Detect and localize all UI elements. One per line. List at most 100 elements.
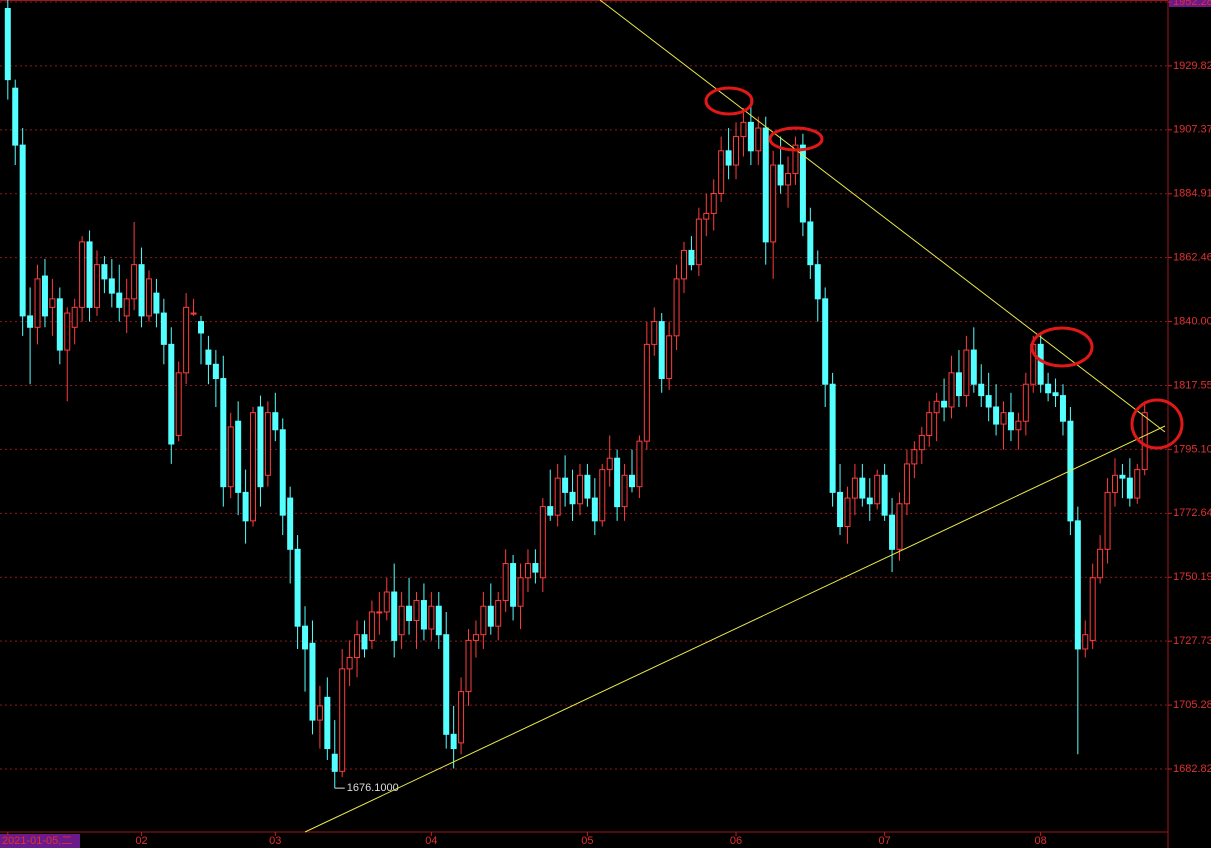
candle-body xyxy=(294,548,301,627)
candle-body xyxy=(502,563,509,602)
candle-body xyxy=(844,497,851,528)
y-tick-label: 1705.28 xyxy=(1173,699,1211,711)
candle-body xyxy=(903,463,910,505)
candle-body xyxy=(710,193,717,214)
candle-body xyxy=(168,343,175,445)
candle-body xyxy=(242,491,249,522)
candle-body xyxy=(584,474,591,499)
x-tick-label: 03 xyxy=(269,835,281,847)
candle-body xyxy=(361,634,368,650)
candle-body xyxy=(324,696,331,750)
y-tick-label: 1929.82 xyxy=(1173,60,1211,72)
candle-body xyxy=(71,306,78,328)
candle-body xyxy=(1111,474,1118,493)
candle-body xyxy=(941,400,948,408)
candle-body xyxy=(480,605,487,636)
candle-body xyxy=(302,625,309,650)
candle-body xyxy=(807,221,814,266)
candle-body xyxy=(896,503,903,550)
candle-body xyxy=(34,278,41,328)
candle-body xyxy=(331,753,338,772)
candle-body xyxy=(406,605,413,621)
candle-body xyxy=(926,412,933,436)
candle-body xyxy=(458,691,465,744)
candle-body xyxy=(643,343,650,442)
candle-body xyxy=(799,144,806,223)
candle-body xyxy=(1097,548,1104,579)
candle-body xyxy=(354,634,361,658)
candle-body xyxy=(837,491,844,528)
candle-body xyxy=(309,642,316,721)
candle-body xyxy=(1074,520,1081,650)
candle-body xyxy=(829,383,836,493)
candle-body xyxy=(733,136,740,166)
candle-body xyxy=(911,449,918,465)
x-tick-label: 06 xyxy=(730,835,742,847)
y-tick-label: 1750.19 xyxy=(1173,571,1211,583)
y-tick-label: 1884.91 xyxy=(1173,188,1211,200)
candle-body xyxy=(770,164,777,243)
candle-body xyxy=(339,668,346,772)
candle-body xyxy=(881,474,888,516)
candle-body xyxy=(1104,491,1111,550)
candle-body xyxy=(1000,412,1007,425)
candle-body xyxy=(487,605,494,627)
candle-body xyxy=(376,611,383,614)
candle-body xyxy=(160,312,167,345)
candle-body xyxy=(86,241,93,308)
candle-body xyxy=(955,372,962,397)
candle-body xyxy=(814,264,821,300)
candle-body xyxy=(666,335,673,380)
candle-body xyxy=(1082,634,1089,650)
y-tick-label: 1682.82 xyxy=(1173,763,1211,775)
candle-body xyxy=(227,426,234,488)
candle-body xyxy=(985,395,992,408)
candle-body xyxy=(145,278,152,317)
candle-body xyxy=(703,212,710,220)
candle-body xyxy=(12,87,19,146)
candle-body xyxy=(517,577,524,607)
candle-body xyxy=(562,477,569,493)
candle-body xyxy=(391,591,398,641)
candle-body xyxy=(108,278,115,294)
candle-body xyxy=(101,264,108,280)
candle-body xyxy=(79,241,86,308)
candle-body xyxy=(443,634,450,735)
candle-body xyxy=(554,477,561,516)
candle-body xyxy=(198,321,205,334)
candle-body xyxy=(747,121,754,152)
candle-body xyxy=(978,383,985,397)
candle-body xyxy=(524,563,531,579)
candle-body xyxy=(933,400,940,414)
candle-body xyxy=(1022,383,1029,422)
candle-body xyxy=(636,440,643,488)
candle-body xyxy=(569,491,576,505)
candle-body xyxy=(614,457,621,508)
candle-body xyxy=(963,349,970,397)
candle-body xyxy=(1126,477,1133,499)
candle-body xyxy=(948,372,955,408)
candle-body xyxy=(220,378,227,488)
candle-body xyxy=(264,412,271,476)
candle-body xyxy=(495,600,502,627)
candle-body xyxy=(510,563,517,607)
candle-body xyxy=(628,474,635,488)
candle-body xyxy=(822,298,829,385)
x-tick-label: 07 xyxy=(879,835,891,847)
x-tick-label: 05 xyxy=(581,835,593,847)
candle-body xyxy=(175,372,182,436)
candle-body xyxy=(889,514,896,550)
candle-body xyxy=(1141,412,1148,471)
candle-body xyxy=(116,292,123,308)
candle-body xyxy=(792,144,799,175)
candle-body xyxy=(547,506,554,516)
candle-body xyxy=(346,656,353,670)
candle-body xyxy=(123,298,130,317)
candle-body xyxy=(93,264,100,308)
candle-body xyxy=(651,321,658,345)
resistance-trendline xyxy=(599,0,1166,433)
highlight-circle xyxy=(1130,398,1184,450)
candle-body xyxy=(212,363,219,380)
candle-body xyxy=(279,429,286,516)
candle-body xyxy=(153,292,160,314)
